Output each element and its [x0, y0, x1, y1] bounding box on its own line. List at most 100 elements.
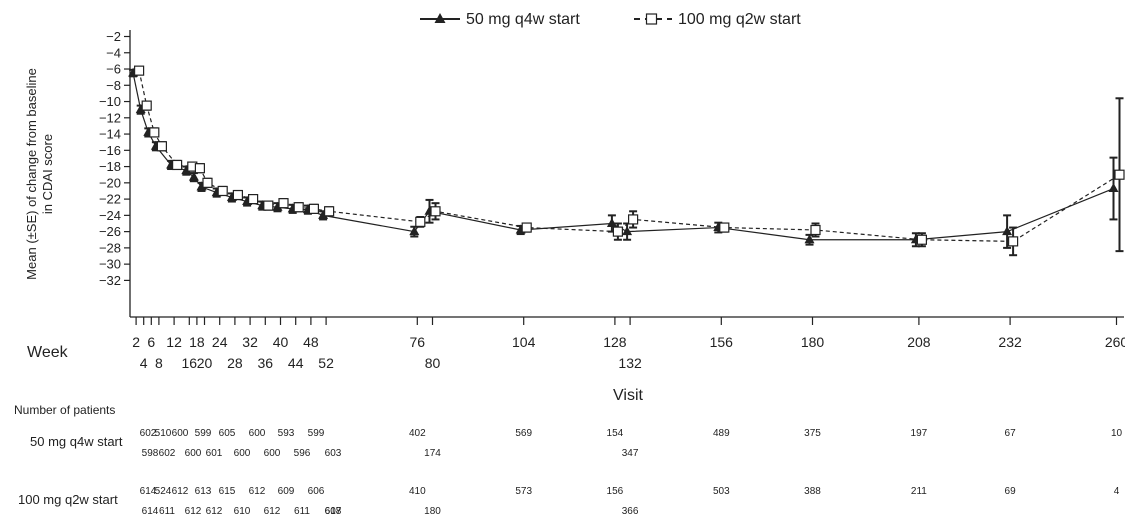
patient-count: 402 — [409, 428, 426, 439]
patient-count: 614 — [140, 486, 157, 497]
patient-count: 593 — [278, 428, 295, 439]
patient-count: 601 — [206, 448, 223, 459]
patients-row-1-label: 50 mg q4w start — [30, 434, 123, 449]
data-point-square — [248, 194, 259, 205]
patient-count: 156 — [607, 486, 624, 497]
x-tick-label: 132 — [618, 355, 642, 371]
patient-count: 10 — [1111, 428, 1123, 439]
data-point-triangle — [1108, 183, 1119, 193]
data-point-square — [324, 206, 335, 217]
patient-count: 611 — [159, 506, 175, 517]
data-point-square — [612, 226, 624, 237]
data-point-triangle — [181, 165, 192, 175]
data-point-triangle — [606, 217, 617, 227]
x-tick-label: 104 — [512, 334, 536, 350]
x-tick-label: 40 — [273, 334, 289, 350]
data-point-square — [232, 189, 243, 201]
y-tick-label: −6 — [106, 62, 121, 77]
y-tick-label: −30 — [99, 257, 121, 272]
data-point-square — [719, 222, 730, 233]
x-tick-label: 28 — [227, 355, 243, 371]
patient-count: 4 — [1114, 486, 1120, 497]
patient-count: 600 — [172, 428, 189, 439]
x-tick-label: 52 — [318, 355, 334, 371]
data-point-square — [430, 206, 441, 217]
y-tick-label: −26 — [99, 224, 121, 239]
patient-count: 174 — [424, 448, 441, 459]
patient-count: 598 — [142, 448, 159, 459]
patient-count: 600 — [185, 448, 202, 459]
y-tick-label: −16 — [99, 143, 121, 158]
y-tick-label: −20 — [99, 175, 121, 190]
patient-count: 388 — [804, 486, 821, 497]
data-point-triangle — [318, 209, 329, 219]
patient-count: 613 — [195, 486, 212, 497]
data-point-square — [415, 216, 426, 227]
data-point-square — [627, 214, 639, 225]
patient-count: 154 — [607, 428, 624, 439]
data-point-triangle — [409, 226, 420, 236]
x-tick-label: 232 — [998, 334, 1022, 350]
x-tick-label: 80 — [425, 355, 441, 371]
patient-count: 603 — [325, 448, 342, 459]
y-tick-label: −18 — [99, 159, 121, 174]
legend-series-1-marker — [434, 13, 446, 23]
patient-count: 611 — [294, 506, 310, 517]
y-tick-label: −28 — [99, 240, 121, 255]
data-point-square — [134, 65, 145, 76]
patient-count: 347 — [622, 448, 639, 459]
y-tick-label: −2 — [106, 29, 121, 44]
series-1 — [128, 67, 1119, 249]
data-point-triangle — [188, 171, 199, 181]
patient-count: 599 — [195, 428, 212, 439]
x-tick-label: 260 — [1105, 334, 1125, 350]
x-tick-label: 180 — [801, 334, 825, 350]
patient-count: 197 — [911, 428, 928, 439]
patient-count: 614 — [142, 506, 159, 517]
data-point-square — [141, 100, 152, 111]
y-tick-label: −4 — [106, 45, 121, 60]
data-point-square — [194, 163, 205, 174]
x-tick-label: 24 — [212, 334, 228, 350]
patient-count: 489 — [713, 428, 730, 439]
patient-count: 605 — [219, 428, 236, 439]
week-axis-title: Week — [27, 344, 69, 361]
data-point-square — [202, 177, 213, 188]
patient-count: 606 — [308, 486, 325, 497]
patient-count: 69 — [1005, 486, 1017, 497]
patient-count: 67 — [1005, 428, 1017, 439]
data-point-triangle — [272, 201, 283, 211]
patient-count: 609 — [278, 486, 295, 497]
data-point-square — [521, 222, 532, 233]
patient-count: 366 — [622, 506, 639, 517]
patient-count: 503 — [713, 486, 730, 497]
patient-count: 612 — [172, 486, 189, 497]
data-point-square — [217, 185, 228, 197]
patients-row-2-label: 100 mg q2w start — [18, 492, 118, 507]
patient-count: 410 — [409, 486, 426, 497]
x-tick-label: 16 — [182, 355, 198, 371]
patient-count: 617 — [325, 506, 342, 517]
legend-series-1-label: 50 mg q4w start — [466, 11, 580, 28]
data-point-square — [149, 127, 160, 138]
patient-count: 600 — [249, 428, 266, 439]
y-tick-label: −14 — [99, 127, 121, 142]
series-2 — [134, 65, 1125, 257]
x-tick-label: 128 — [603, 334, 627, 350]
x-tick-label: 32 — [242, 334, 258, 350]
x-tick-label: 48 — [303, 334, 319, 350]
patient-count: 615 — [219, 486, 236, 497]
data-point-square — [156, 141, 167, 152]
x-tick-label: 8 — [155, 355, 163, 371]
patient-count: 612 — [264, 506, 281, 517]
data-point-square — [916, 234, 928, 245]
x-tick-label: 20 — [197, 355, 213, 371]
y-axis-title-line-1: Mean (±SE) of change from baseline — [24, 68, 39, 280]
patient-count: 608 — [325, 506, 342, 517]
patient-count: 180 — [424, 506, 441, 517]
patient-count: 612 — [206, 506, 223, 517]
x-tick-label: 12 — [166, 334, 182, 350]
y-axis-title-line-2: in CDAI score — [40, 134, 55, 214]
patient-count: 610 — [234, 506, 251, 517]
